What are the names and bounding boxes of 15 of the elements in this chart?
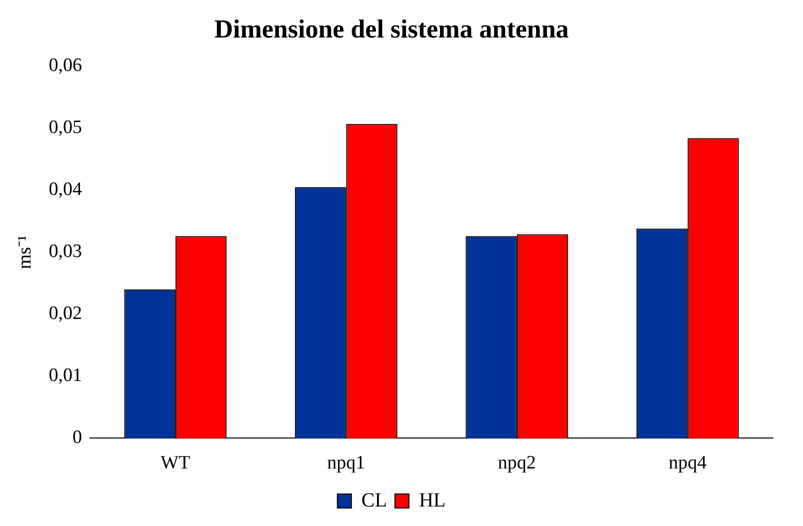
- x-tick-label: npq4: [668, 452, 708, 474]
- y-axis-title: ms⁻¹: [14, 234, 36, 270]
- y-tick-label: 0,01: [48, 365, 82, 386]
- x-tick-label: WT: [160, 452, 191, 474]
- x-tick-label: npq2: [498, 452, 536, 474]
- y-tick-label: 0,03: [48, 241, 82, 262]
- legend-label: CL: [361, 489, 387, 512]
- chart-title: Dimensione del sistema antenna: [214, 14, 569, 44]
- y-tick-label: 0,02: [48, 303, 82, 324]
- y-tick-label: 0,06: [48, 55, 82, 76]
- y-tick-label: 0,05: [48, 117, 82, 138]
- y-tick-label: 0,04: [48, 179, 83, 200]
- y-tick-label: 0: [72, 427, 82, 448]
- x-tick-label: npq1: [327, 452, 366, 474]
- legend-label: HL: [418, 489, 446, 512]
